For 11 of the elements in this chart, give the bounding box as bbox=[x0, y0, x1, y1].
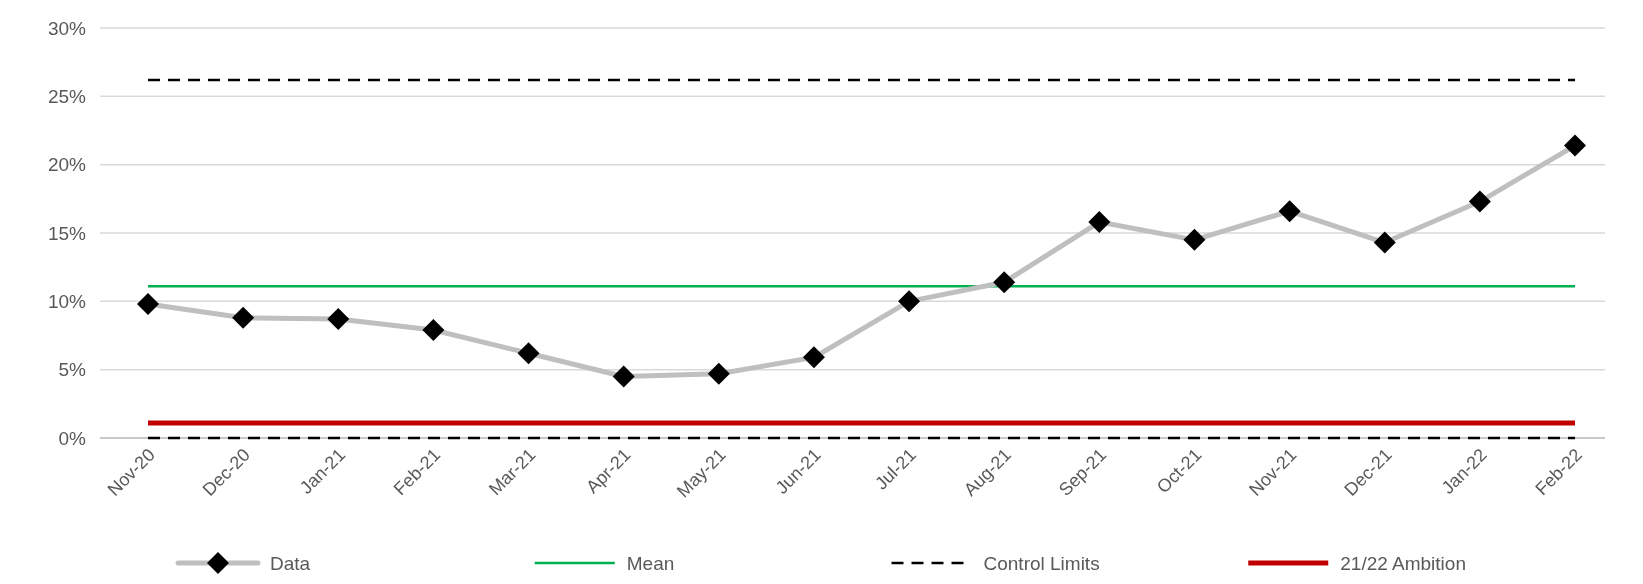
y-tick-label: 0% bbox=[58, 427, 87, 449]
legend-label: Mean bbox=[626, 552, 675, 574]
legend-label: Data bbox=[270, 552, 311, 574]
y-tick-label: 10% bbox=[47, 290, 87, 312]
y-tick-label: 5% bbox=[58, 359, 87, 381]
legend-label: 21/22 Ambition bbox=[1340, 552, 1466, 574]
y-tick-label: 25% bbox=[47, 85, 87, 107]
y-tick-label: 30% bbox=[47, 17, 87, 39]
y-tick-label: 20% bbox=[47, 154, 87, 176]
legend-label: Control Limits bbox=[983, 552, 1100, 574]
y-tick-label: 15% bbox=[47, 222, 87, 244]
